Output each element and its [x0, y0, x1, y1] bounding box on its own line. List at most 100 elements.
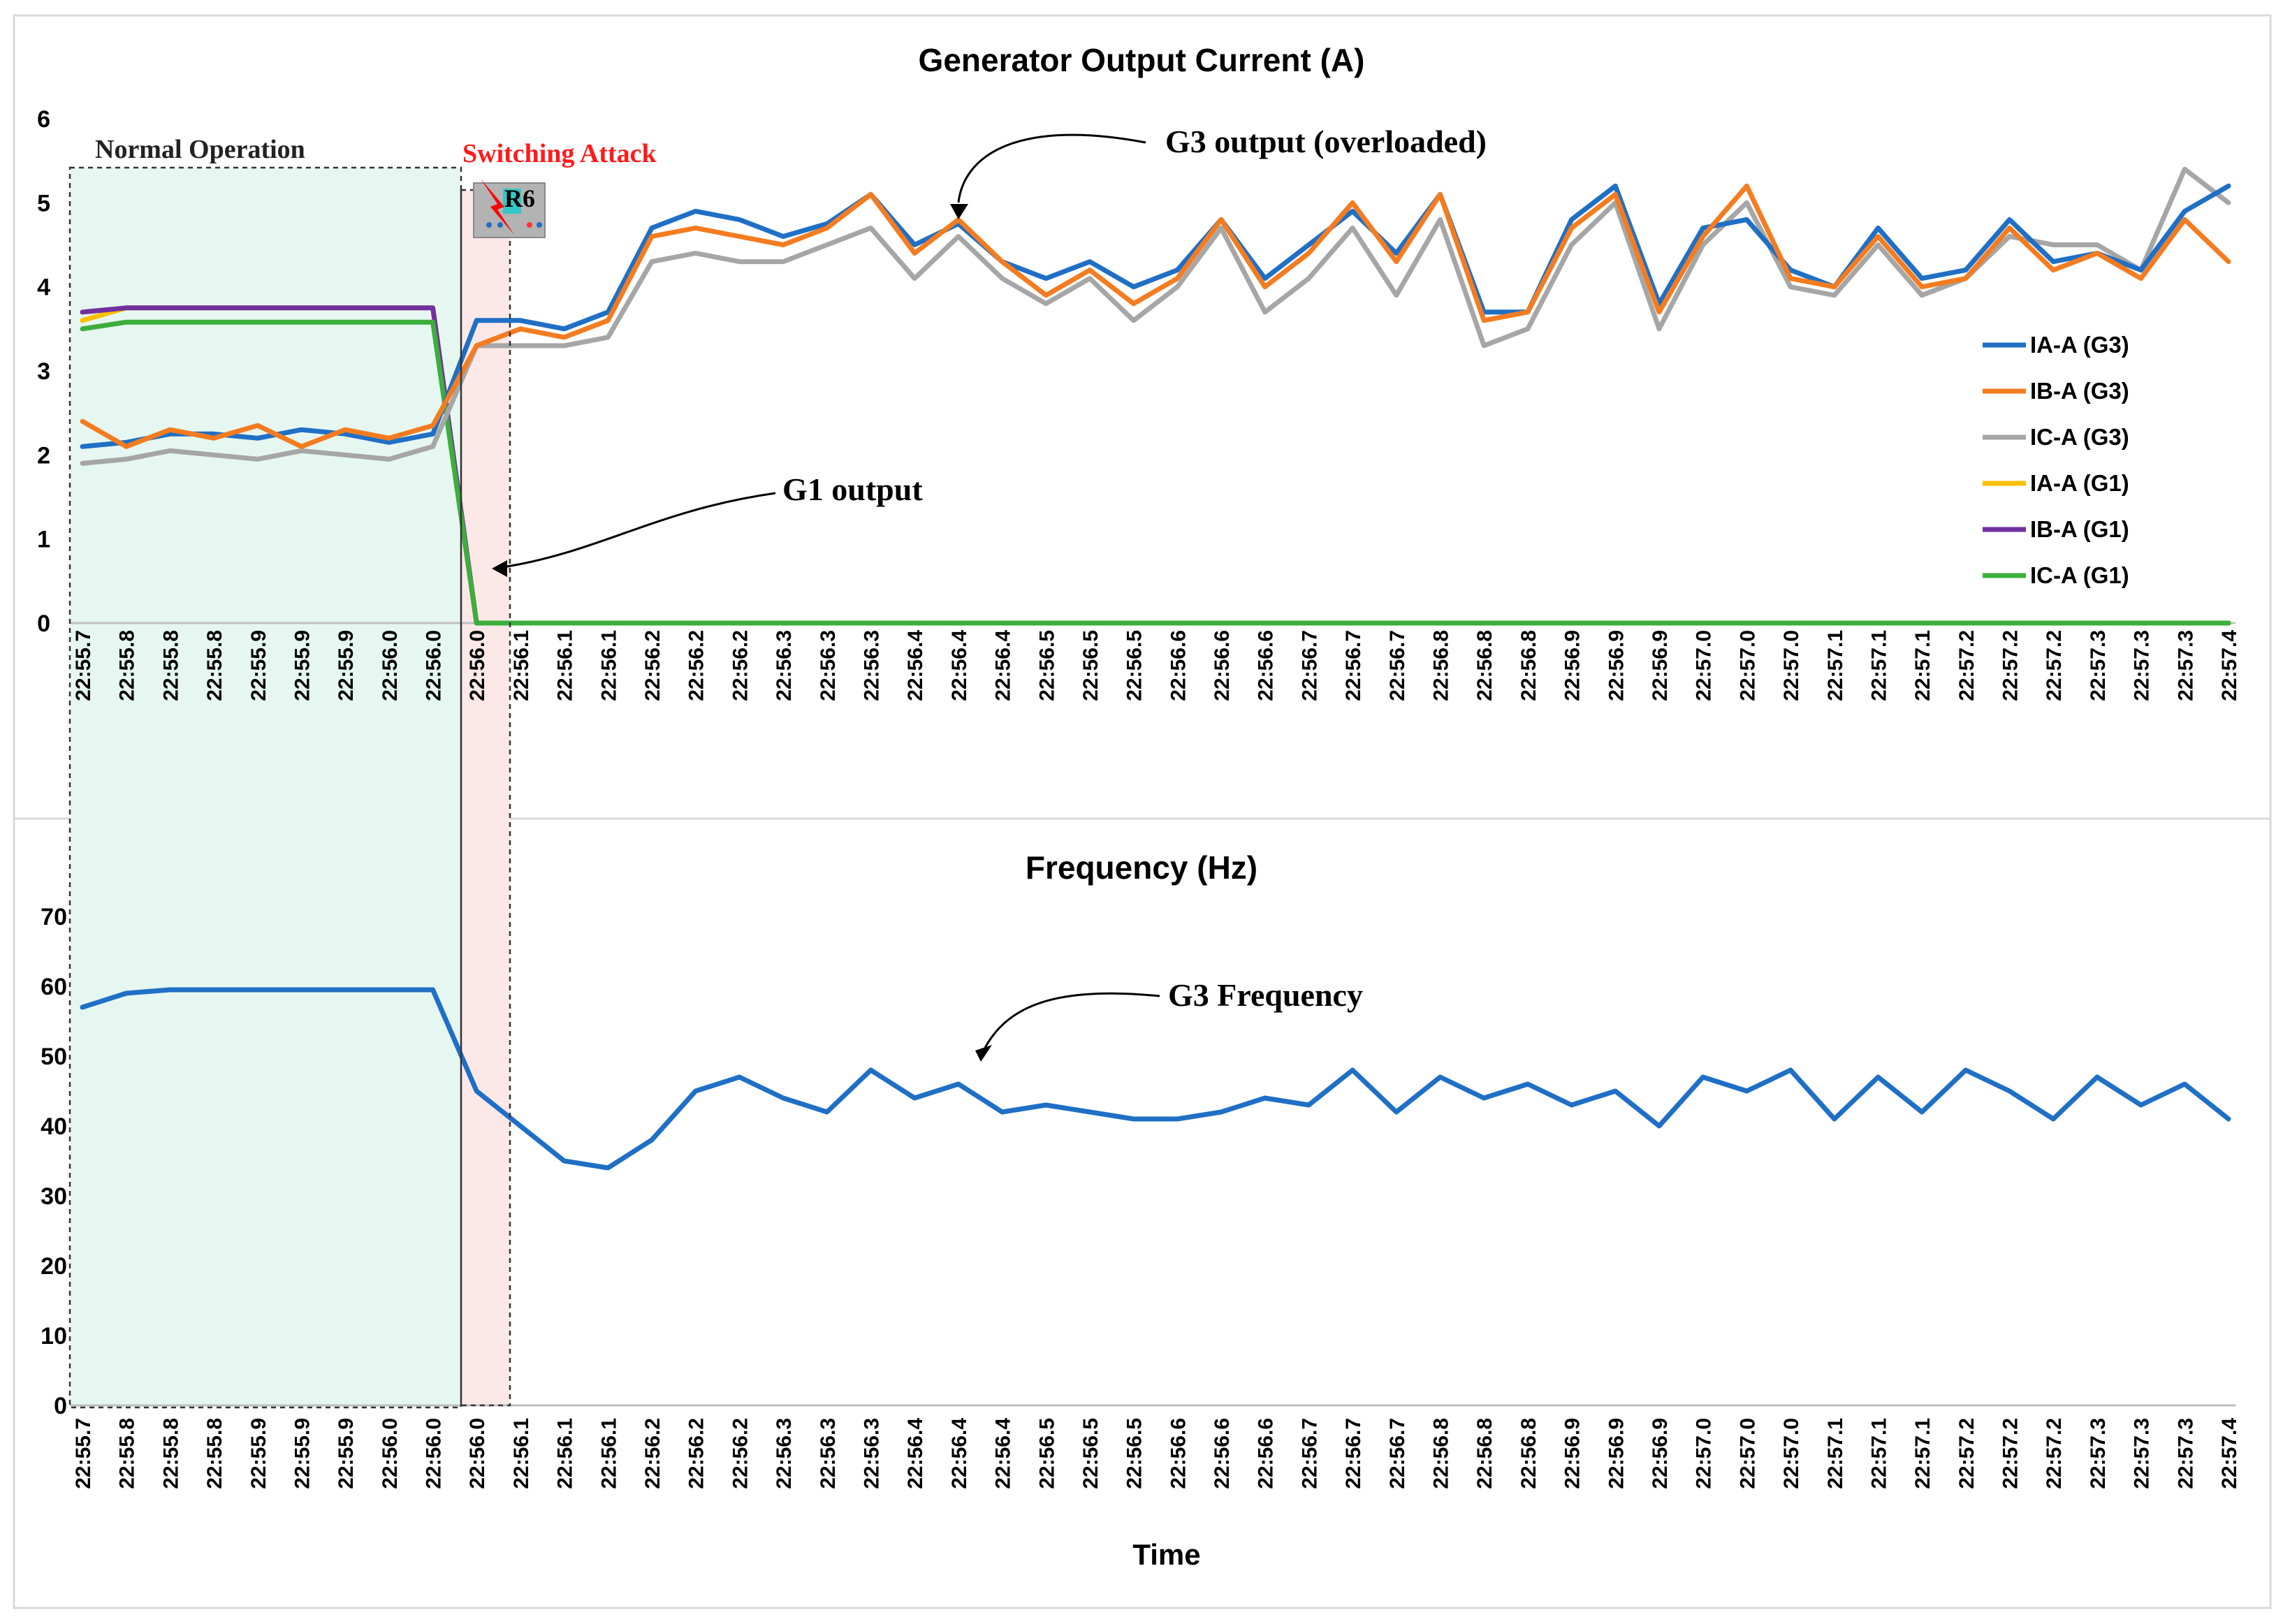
- x-tick-label: 22:56.4: [948, 630, 971, 701]
- data-point: [1350, 1068, 1355, 1072]
- data-point: [869, 1068, 873, 1072]
- x-tick-label: 22:56.0: [379, 1418, 402, 1489]
- data-point: [168, 432, 172, 436]
- data-point: [1526, 327, 1530, 331]
- data-point: [737, 1075, 741, 1079]
- data-point: [781, 243, 785, 247]
- data-point: [1000, 277, 1005, 281]
- x-tick-label: 22:56.6: [1167, 1418, 1190, 1489]
- data-point: [80, 419, 85, 423]
- x-tick-label: 22:56.8: [1430, 1418, 1453, 1489]
- data-point: [1482, 621, 1486, 625]
- data-point: [2226, 200, 2231, 205]
- x-tick-label: 22:56.0: [423, 630, 446, 701]
- data-point: [1832, 621, 1837, 625]
- data-point: [1044, 293, 1048, 298]
- x-tick-label: 22:56.2: [641, 1418, 664, 1489]
- data-point: [1876, 235, 1880, 238]
- data-point: [1132, 285, 1136, 289]
- y-tick-label: 30: [41, 1183, 67, 1210]
- data-point: [1350, 209, 1355, 213]
- frequency-y-ticks: 0 10 20 30 40 50 60 70: [41, 904, 67, 1419]
- data-point: [300, 444, 303, 448]
- x-tick-label: 22:55.9: [247, 1418, 270, 1489]
- data-point: [80, 444, 85, 448]
- data-point: [80, 310, 85, 314]
- data-point: [124, 320, 129, 324]
- data-point: [2051, 1117, 2055, 1121]
- x-tick-label: 22:56.2: [685, 1418, 708, 1489]
- x-tick-label: 22:56.7: [1342, 630, 1365, 701]
- x-tick-label: 22:57.2: [1955, 1418, 1978, 1489]
- data-point: [1701, 235, 1705, 238]
- x-tick-label: 22:56.0: [466, 630, 489, 701]
- data-point: [124, 444, 129, 448]
- data-point: [2226, 621, 2231, 625]
- data-point: [1570, 1103, 1574, 1107]
- legend-label: IA-A (G3): [2030, 332, 2129, 358]
- x-tick-label: 22:55.8: [159, 1418, 182, 1489]
- data-point: [256, 320, 260, 324]
- x-tick-label: 22:55.9: [335, 630, 358, 701]
- data-point: [694, 1089, 698, 1093]
- x-tick-label: 22:57.3: [2174, 630, 2197, 701]
- data-point: [2095, 621, 2099, 625]
- relay-label: R6: [504, 184, 535, 212]
- data-point: [1306, 621, 1311, 625]
- data-point: [912, 251, 917, 255]
- x-tick-label: 22:57.3: [2131, 630, 2154, 701]
- data-point: [1350, 621, 1355, 625]
- x-tick-label: 22:55.9: [291, 1418, 314, 1489]
- x-tick-label: 22:56.6: [1167, 630, 1190, 701]
- data-point: [1350, 226, 1355, 230]
- data-point: [1132, 319, 1136, 323]
- data-point: [1044, 621, 1048, 625]
- data-point: [256, 306, 260, 310]
- data-point: [2182, 167, 2187, 171]
- data-point: [431, 988, 435, 992]
- data-point: [1175, 1117, 1179, 1121]
- data-point: [124, 457, 129, 461]
- data-point: [825, 243, 829, 247]
- data-point: [1526, 1082, 1530, 1086]
- x-tick-label: 22:56.6: [1211, 1418, 1234, 1489]
- data-point: [1263, 285, 1267, 289]
- x-tick-label: 22:56.3: [773, 630, 796, 701]
- data-point: [518, 1124, 523, 1128]
- data-point: [1526, 310, 1530, 314]
- data-point: [2139, 1103, 2143, 1107]
- data-point: [431, 306, 435, 310]
- data-point: [1788, 285, 1793, 289]
- data-point: [2182, 1082, 2187, 1086]
- x-tick-label: 22:56.2: [685, 630, 708, 701]
- data-point: [343, 988, 347, 992]
- data-point: [650, 621, 654, 625]
- x-tick-label: 22:57.1: [1911, 630, 1934, 701]
- data-point: [1701, 1075, 1705, 1079]
- data-point: [956, 621, 961, 625]
- data-point: [1394, 621, 1399, 625]
- data-point: [1920, 1110, 1924, 1114]
- data-point: [1394, 1110, 1399, 1114]
- data-point: [1394, 251, 1399, 255]
- normal-operation-box: [68, 166, 462, 1409]
- y-tick-label: 2: [37, 442, 50, 469]
- data-point: [781, 621, 785, 625]
- data-point: [1744, 621, 1749, 625]
- data-point: [1219, 1110, 1223, 1114]
- data-point: [2182, 209, 2187, 213]
- data-point: [2051, 243, 2055, 247]
- data-point: [2226, 184, 2231, 188]
- x-tick-label: 22:56.2: [641, 630, 664, 701]
- data-point: [606, 1166, 610, 1170]
- x-tick-label: 22:55.9: [291, 630, 314, 701]
- series-line-ib-a-g3: [80, 183, 2231, 449]
- normal-operation-region: [70, 168, 461, 1407]
- data-point: [256, 423, 260, 427]
- data-point: [2139, 277, 2143, 281]
- x-tick-label: 22:56.1: [597, 1418, 620, 1489]
- data-point: [300, 988, 303, 992]
- data-point: [912, 621, 917, 625]
- x-tick-label: 22:55.8: [116, 630, 139, 701]
- data-point: [825, 621, 829, 625]
